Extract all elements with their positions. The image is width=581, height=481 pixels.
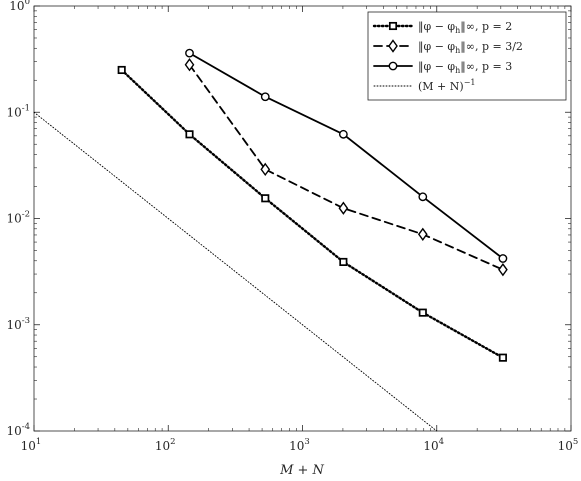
y-tick-base: 10 (6, 424, 21, 438)
diamond-marker (184, 58, 195, 72)
legend-label-sup: −1 (464, 78, 476, 87)
legend-item-4: (M + N)−1 (373, 78, 475, 93)
circle-marker (338, 129, 348, 139)
series-3 (185, 48, 508, 263)
diamond-marker (260, 162, 271, 177)
legend-label: (M + N)−1 (418, 78, 475, 93)
legend-label-main: ‖φ − φ (418, 20, 455, 34)
legend-item-2: ‖φ − φh‖∞, p = 3/2 (373, 39, 523, 55)
circle-marker (418, 192, 428, 202)
y-tick-label: 100 (9, 0, 30, 13)
legend: ‖φ − φh‖∞, p = 2‖φ − φh‖∞, p = 3/2‖φ − φ… (367, 11, 567, 101)
y-tick-exponent: 0 (25, 0, 30, 7)
legend-label: ‖φ − φh‖∞, p = 2 (418, 20, 512, 35)
x-tick-exponent: 5 (573, 437, 578, 447)
square-marker (117, 65, 126, 75)
y-tick-exponent: -2 (22, 210, 30, 220)
series-2 (184, 58, 508, 277)
x-tick-label: 102 (155, 437, 176, 453)
legend-label-tail: ‖∞, p = 3 (460, 60, 512, 74)
legend-label-sub: h (455, 66, 460, 75)
y-tick-base: 10 (6, 105, 21, 119)
circle-marker (185, 48, 194, 58)
x-axis-label: M + N (279, 463, 324, 478)
legend-label: ‖φ − φh‖∞, p = 3/2 (418, 40, 523, 55)
legend-label-main: ‖φ − φ (418, 60, 455, 74)
y-tick-exponent: -4 (22, 422, 30, 432)
circle-marker (388, 61, 398, 71)
legend-item-1: ‖φ − φh‖∞, p = 2 (372, 20, 512, 35)
square-marker (498, 353, 507, 362)
x-tick-label: 104 (423, 437, 444, 453)
square-marker (388, 21, 398, 31)
legend-item-3: ‖φ − φh‖∞, p = 3 (373, 60, 512, 75)
y-tick-label: 10-1 (6, 103, 30, 119)
y-tick-base: 10 (6, 318, 21, 332)
x-tick-exponent: 2 (170, 437, 175, 447)
diamond-marker (498, 262, 508, 277)
legend-label-tail: ‖∞, p = 3/2 (460, 40, 523, 54)
x-tick-base: 10 (155, 439, 170, 453)
square-marker (185, 130, 194, 139)
x-tick-exponent: 4 (439, 437, 444, 447)
x-tick-label: 101 (21, 437, 42, 453)
diamond-marker (417, 227, 428, 241)
series-1 (117, 65, 507, 362)
legend-box (367, 11, 567, 101)
y-tick-label: 10-4 (6, 422, 30, 438)
legend-label-sub: h (455, 26, 460, 35)
square-marker (339, 257, 348, 266)
x-tick-base: 10 (423, 439, 438, 453)
diamond-marker (388, 39, 398, 53)
x-tick-exponent: 3 (304, 437, 309, 447)
legend-label-sub: h (455, 46, 460, 55)
y-tick-label: 10-2 (6, 210, 30, 226)
diamond-marker (338, 201, 349, 215)
square-marker (418, 308, 427, 317)
legend-label-main: (M + N) (418, 80, 464, 93)
legend-label-tail: ‖∞, p = 2 (460, 20, 512, 34)
y-tick-exponent: -3 (22, 316, 30, 326)
x-tick-exponent: 1 (36, 437, 41, 447)
circle-marker (260, 92, 270, 102)
legend-label: ‖φ − φh‖∞, p = 3 (418, 60, 512, 75)
series-layer (33, 48, 508, 432)
legend-label-main: ‖φ − φ (418, 40, 455, 54)
y-tick-exponent: -1 (22, 103, 30, 113)
circle-marker (498, 254, 508, 263)
y-tick-base: 10 (9, 0, 24, 13)
x-tick-base: 10 (558, 439, 573, 453)
square-marker (261, 194, 270, 203)
series-line (120, 68, 505, 359)
x-tick-base: 10 (289, 439, 304, 453)
x-tick-label: 105 (558, 437, 579, 453)
y-tick-label: 10-3 (6, 316, 30, 332)
x-tick-label: 103 (289, 437, 310, 453)
x-tick-base: 10 (21, 439, 36, 453)
y-tick-base: 10 (6, 212, 21, 226)
